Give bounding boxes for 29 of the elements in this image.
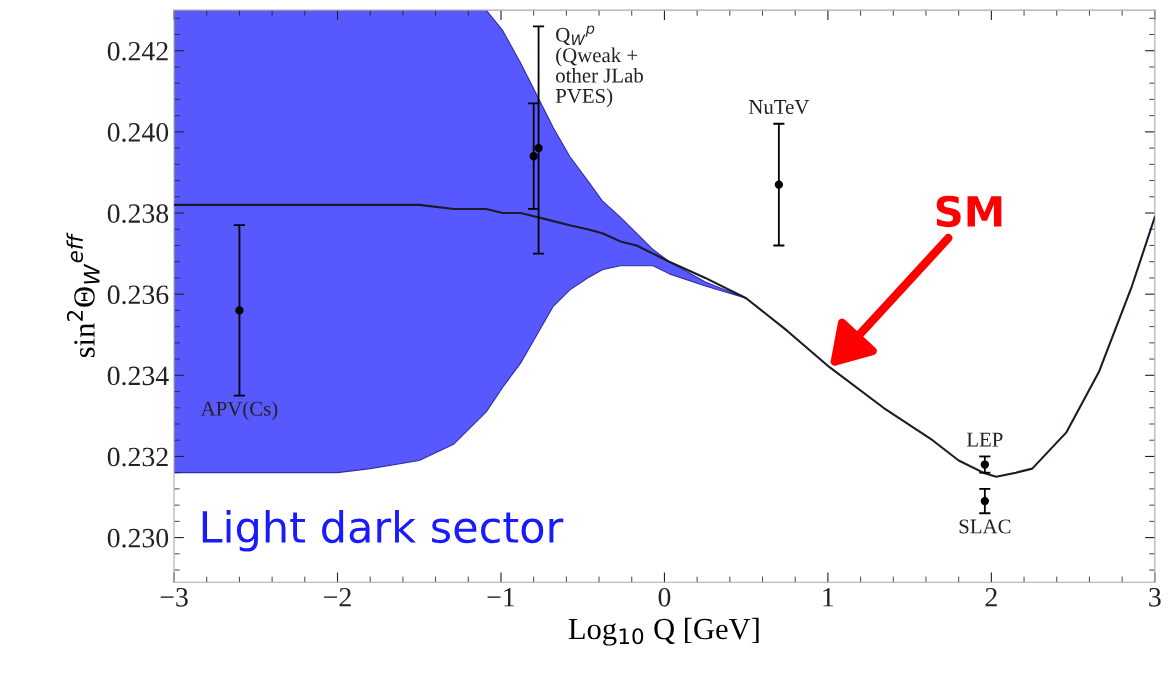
y-tick-label: 0.230 xyxy=(107,528,169,548)
annotation: Q$_{W}$$^{p}$ (Qweak + other JLab PVES) xyxy=(555,25,643,108)
point xyxy=(774,180,784,189)
x-axis-title: Log$_{10}$ Q [GeV] xyxy=(568,617,759,646)
annotation: LEP xyxy=(966,432,1003,447)
x-tick-label: 0 xyxy=(658,587,671,607)
x-tick-label: −2 xyxy=(324,587,351,607)
point xyxy=(235,306,244,315)
text: SM xyxy=(936,195,1002,228)
y-axis-title: sin$^{2}$Θ$_{W}$$^{eff}$ xyxy=(66,232,100,358)
point xyxy=(980,496,989,506)
y-tick-label: 0.238 xyxy=(107,204,169,224)
y-tick-label: 0.232 xyxy=(107,447,168,467)
y-tick-label: 0.240 xyxy=(107,123,169,142)
point xyxy=(980,460,989,469)
x-tick-label: 2 xyxy=(985,587,997,607)
annotation: Light dark sector xyxy=(202,509,564,552)
annotation: SLAC xyxy=(959,519,1011,534)
y-tick-label: 0.236 xyxy=(107,285,169,305)
y-tick-label: 0.242 xyxy=(107,41,168,61)
point xyxy=(534,143,543,153)
point xyxy=(529,152,538,161)
y-tick-label: 0.234 xyxy=(107,366,169,386)
x-tick-label: 3 xyxy=(1149,587,1161,607)
annotation: NuTeV xyxy=(748,100,810,115)
annotation: APV(Cs) xyxy=(200,401,278,421)
x-tick-label: −1 xyxy=(487,588,515,607)
x-tick-label: −3 xyxy=(160,587,188,607)
x-tick-label: 1 xyxy=(823,588,834,607)
